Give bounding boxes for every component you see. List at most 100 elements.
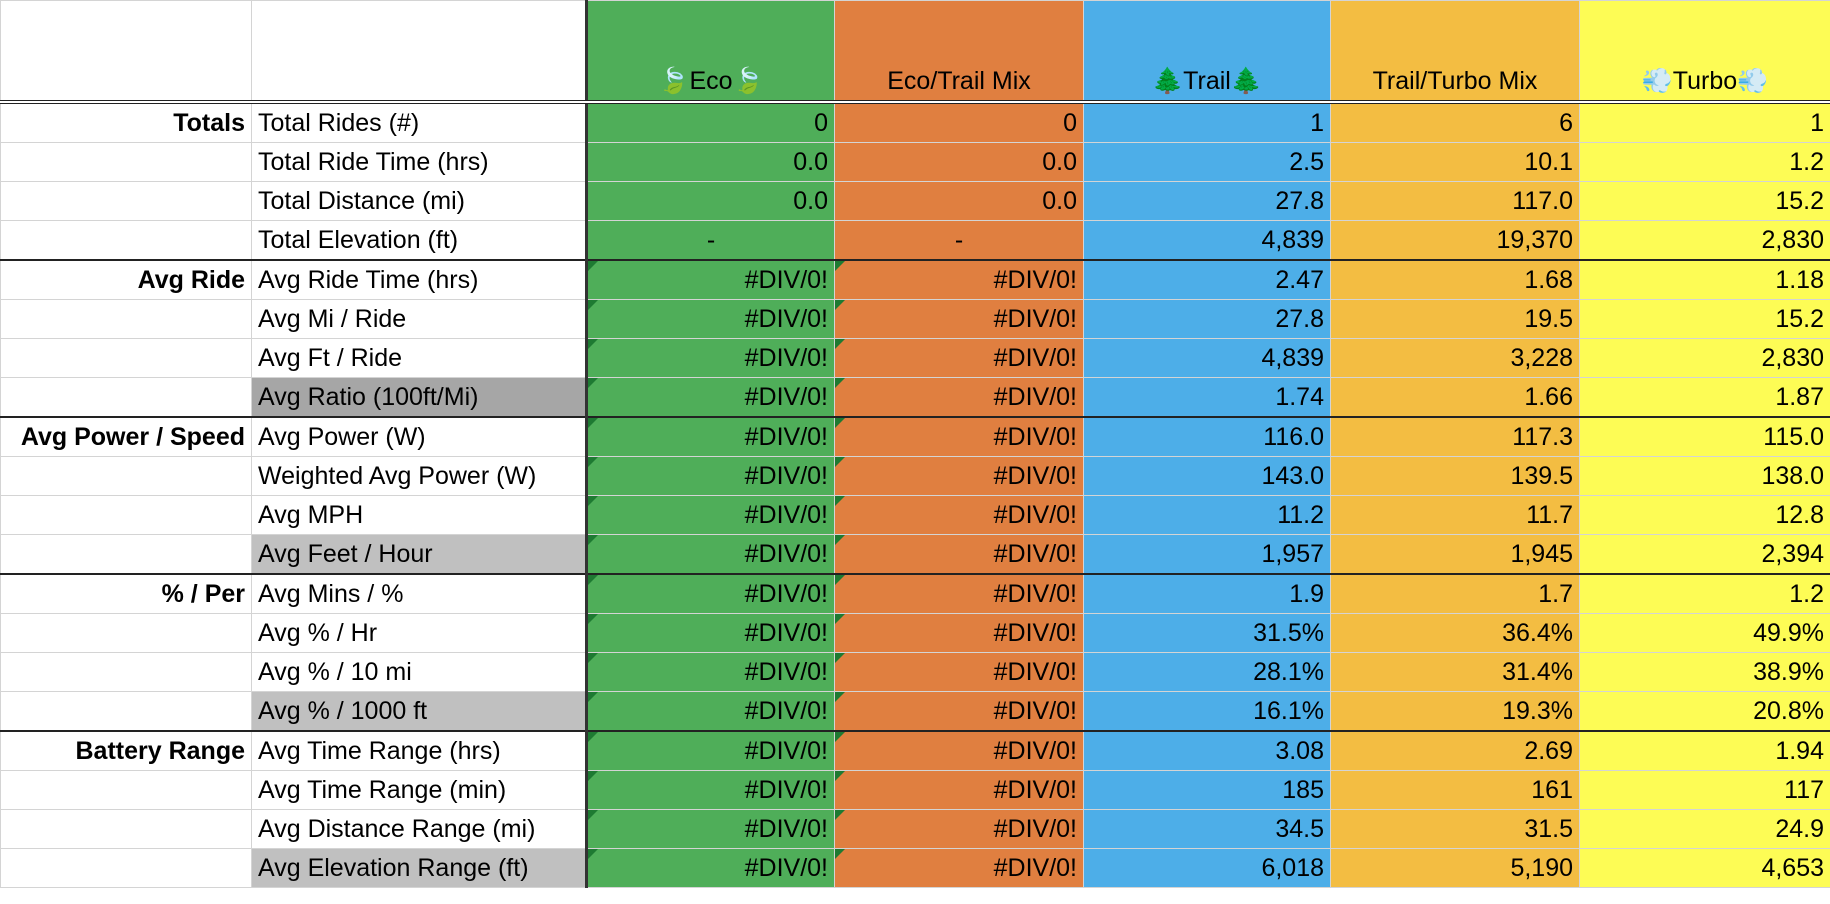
value-cell: 36.4% bbox=[1330, 613, 1580, 653]
value-cell: #DIV/0! bbox=[834, 259, 1084, 300]
row-label: Avg % / 1000 ft bbox=[251, 691, 587, 732]
column-header: Trail/Turbo Mix bbox=[1330, 0, 1580, 104]
value-cell: 2,394 bbox=[1579, 534, 1830, 575]
value-cell: #DIV/0! bbox=[585, 691, 835, 732]
value-cell: #DIV/0! bbox=[585, 848, 835, 888]
value-cell: 19,370 bbox=[1330, 220, 1580, 261]
value-cell: 2.69 bbox=[1330, 730, 1580, 771]
value-cell: 3.08 bbox=[1083, 730, 1331, 771]
value-cell: 1,957 bbox=[1083, 534, 1331, 575]
value-cell: 11.2 bbox=[1083, 495, 1331, 535]
value-cell: 1,945 bbox=[1330, 534, 1580, 575]
value-cell: 4,839 bbox=[1083, 338, 1331, 378]
value-cell: 10.1 bbox=[1330, 142, 1580, 182]
value-cell: 31.5 bbox=[1330, 809, 1580, 849]
value-cell: - bbox=[834, 220, 1084, 261]
value-cell: 27.8 bbox=[1083, 299, 1331, 339]
value-cell: 1.9 bbox=[1083, 573, 1331, 614]
value-cell: #DIV/0! bbox=[834, 848, 1084, 888]
value-cell: #DIV/0! bbox=[834, 416, 1084, 457]
value-cell: 15.2 bbox=[1579, 181, 1830, 221]
empty-cell bbox=[0, 495, 252, 535]
row: Avg % / 10 mi #DIV/0! #DIV/0! 28.1% 31.4% 38.… bbox=[0, 652, 1830, 692]
value-cell: 139.5 bbox=[1330, 456, 1580, 496]
value-cell: 15.2 bbox=[1579, 299, 1830, 339]
value-cell: #DIV/0! bbox=[834, 377, 1084, 418]
value-cell: #DIV/0! bbox=[585, 338, 835, 378]
value-cell: 28.1% bbox=[1083, 652, 1331, 692]
value-cell: 0.0 bbox=[585, 142, 835, 182]
empty-cell bbox=[0, 691, 252, 732]
value-cell: #DIV/0! bbox=[834, 809, 1084, 849]
row: % / Per Avg Mins / % #DIV/0! #DIV/0! 1.9 1.7 1… bbox=[0, 573, 1830, 614]
row: Weighted Avg Power (W) #DIV/0! #DIV/0! 143.… bbox=[0, 456, 1830, 496]
value-cell: 5,190 bbox=[1330, 848, 1580, 888]
row-label: Weighted Avg Power (W) bbox=[251, 456, 587, 496]
value-cell: 27.8 bbox=[1083, 181, 1331, 221]
row: Avg Distance Range (mi) #DIV/0! #DIV/0! 34.… bbox=[0, 809, 1830, 849]
empty-cell bbox=[0, 220, 252, 261]
row-label: Avg Power (W) bbox=[251, 416, 587, 457]
row: Avg % / 1000 ft #DIV/0! #DIV/0! 16.1% 19.3% 2… bbox=[0, 691, 1830, 732]
row: Avg Mi / Ride #DIV/0! #DIV/0! 27.8 19.5 15.2 bbox=[0, 299, 1830, 339]
empty-cell bbox=[0, 770, 252, 810]
row-label: Avg Distance Range (mi) bbox=[251, 809, 587, 849]
empty-cell bbox=[0, 377, 252, 418]
value-cell: 31.5% bbox=[1083, 613, 1331, 653]
value-cell: 4,839 bbox=[1083, 220, 1331, 261]
row-label: Avg % / 10 mi bbox=[251, 652, 587, 692]
empty-cell bbox=[0, 338, 252, 378]
value-cell: #DIV/0! bbox=[834, 456, 1084, 496]
row: Total Ride Time (hrs) 0.0 0.0 2.5 10.1 1.2 bbox=[0, 142, 1830, 182]
value-cell: 2.5 bbox=[1083, 142, 1331, 182]
value-cell: 2,830 bbox=[1579, 220, 1830, 261]
row-label: Avg Time Range (hrs) bbox=[251, 730, 587, 771]
value-cell: 1.94 bbox=[1579, 730, 1830, 771]
group-label: Avg Ride bbox=[0, 259, 252, 300]
row: Avg Ratio (100ft/Mi) #DIV/0! #DIV/0! 1.74 1.… bbox=[0, 377, 1830, 418]
empty-cell bbox=[0, 848, 252, 888]
value-cell: 19.5 bbox=[1330, 299, 1580, 339]
value-cell: #DIV/0! bbox=[585, 613, 835, 653]
value-cell: 2.47 bbox=[1083, 259, 1331, 300]
value-cell: - bbox=[585, 220, 835, 261]
value-cell: #DIV/0! bbox=[585, 730, 835, 771]
column-header: Eco/Trail Mix bbox=[834, 0, 1084, 104]
row-label: Total Rides (#) bbox=[251, 101, 587, 143]
value-cell: #DIV/0! bbox=[585, 809, 835, 849]
row: Avg Ft / Ride #DIV/0! #DIV/0! 4,839 3,228 2,8… bbox=[0, 338, 1830, 378]
empty-cell bbox=[0, 652, 252, 692]
value-cell: #DIV/0! bbox=[585, 534, 835, 575]
row-label: Avg Ratio (100ft/Mi) bbox=[251, 377, 587, 418]
value-cell: #DIV/0! bbox=[834, 573, 1084, 614]
value-cell: 1.68 bbox=[1330, 259, 1580, 300]
value-cell: #DIV/0! bbox=[834, 691, 1084, 732]
value-cell: #DIV/0! bbox=[585, 770, 835, 810]
value-cell: 4,653 bbox=[1579, 848, 1830, 888]
value-cell: 20.8% bbox=[1579, 691, 1830, 732]
empty-cell bbox=[0, 181, 252, 221]
row: Total Elevation (ft) - -4,839 19,370 2,830 bbox=[0, 220, 1830, 261]
row: Avg % / Hr #DIV/0! #DIV/0! 31.5% 36.4% 49.9% bbox=[0, 613, 1830, 653]
value-cell: #DIV/0! bbox=[585, 299, 835, 339]
value-cell: 117.0 bbox=[1330, 181, 1580, 221]
table-body: Totals Total Rides (#) 0 0 1 6 1 Total Ride Tim… bbox=[0, 101, 1830, 888]
value-cell: #DIV/0! bbox=[834, 338, 1084, 378]
value-cell: #DIV/0! bbox=[585, 377, 835, 418]
row-label: Total Elevation (ft) bbox=[251, 220, 587, 261]
row: Avg Time Range (min) #DIV/0! #DIV/0! 185 161… bbox=[0, 770, 1830, 810]
row-label: Avg Feet / Hour bbox=[251, 534, 587, 575]
row: Avg MPH #DIV/0! #DIV/0! 11.2 11.7 12.8 bbox=[0, 495, 1830, 535]
column-header: 💨Turbo💨 bbox=[1579, 0, 1830, 104]
value-cell: #DIV/0! bbox=[585, 416, 835, 457]
value-cell: 1.2 bbox=[1579, 142, 1830, 182]
row-label: Avg Mi / Ride bbox=[251, 299, 587, 339]
value-cell: 0.0 bbox=[834, 142, 1084, 182]
value-cell: 19.3% bbox=[1330, 691, 1580, 732]
column-header: 🌲Trail🌲 bbox=[1083, 0, 1331, 104]
value-cell: 0 bbox=[585, 101, 835, 143]
value-cell: #DIV/0! bbox=[585, 652, 835, 692]
value-cell: #DIV/0! bbox=[834, 770, 1084, 810]
